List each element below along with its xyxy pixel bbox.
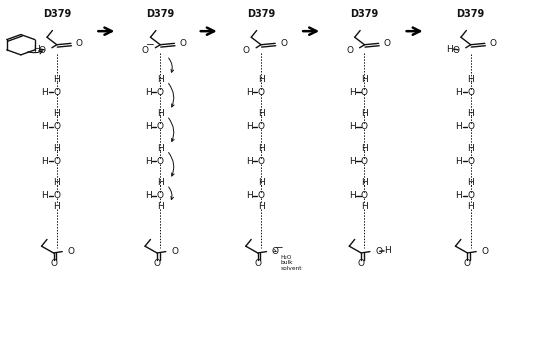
Text: O: O xyxy=(361,122,368,131)
Text: H: H xyxy=(467,75,474,84)
Text: O: O xyxy=(68,247,75,256)
Text: O: O xyxy=(467,191,474,200)
Text: O: O xyxy=(254,259,261,268)
Text: H: H xyxy=(145,88,152,97)
Text: O: O xyxy=(142,46,149,55)
Text: H: H xyxy=(246,191,252,200)
Text: D379: D379 xyxy=(43,9,71,19)
Text: H: H xyxy=(157,109,164,118)
Text: O: O xyxy=(361,157,368,166)
Text: O: O xyxy=(157,122,164,131)
Text: H: H xyxy=(145,122,152,131)
Text: O: O xyxy=(383,38,390,48)
Text: H: H xyxy=(467,178,474,187)
Text: O: O xyxy=(482,247,489,256)
Text: H: H xyxy=(361,75,368,84)
Text: H: H xyxy=(258,202,264,211)
Text: H: H xyxy=(455,157,462,166)
Text: H: H xyxy=(54,178,60,187)
Text: O: O xyxy=(153,259,161,268)
Text: D379: D379 xyxy=(247,9,275,19)
Text: H: H xyxy=(258,109,264,118)
Text: H: H xyxy=(349,191,356,200)
Text: H: H xyxy=(447,45,453,54)
Text: H: H xyxy=(157,178,164,187)
Text: H: H xyxy=(157,75,164,84)
Text: H: H xyxy=(54,144,60,153)
Text: H: H xyxy=(41,88,48,97)
Text: H: H xyxy=(467,109,474,118)
Text: H: H xyxy=(467,202,474,211)
Text: O: O xyxy=(54,88,60,97)
Text: O: O xyxy=(464,259,471,268)
Text: O: O xyxy=(258,191,264,200)
Text: O: O xyxy=(376,247,382,256)
Text: O: O xyxy=(258,157,264,166)
Text: O: O xyxy=(346,46,353,55)
Text: H: H xyxy=(246,88,252,97)
Text: O: O xyxy=(50,259,57,268)
Text: O: O xyxy=(467,88,474,97)
Text: O: O xyxy=(280,38,287,48)
Text: H: H xyxy=(455,191,462,200)
Text: O: O xyxy=(452,46,459,55)
Text: H: H xyxy=(145,191,152,200)
Text: O: O xyxy=(258,122,264,131)
Text: H: H xyxy=(41,191,48,200)
Text: O: O xyxy=(76,38,83,48)
Text: H: H xyxy=(361,178,368,187)
Text: O: O xyxy=(157,191,164,200)
Text: H: H xyxy=(41,157,48,166)
Text: O: O xyxy=(467,157,474,166)
Text: O: O xyxy=(258,88,264,97)
Text: D379: D379 xyxy=(351,9,378,19)
Text: D379: D379 xyxy=(146,9,174,19)
Text: H: H xyxy=(54,109,60,118)
Text: H: H xyxy=(54,202,60,211)
Text: H: H xyxy=(455,122,462,131)
Text: H: H xyxy=(349,157,356,166)
Text: O: O xyxy=(490,38,497,48)
Text: O: O xyxy=(54,122,60,131)
Text: O: O xyxy=(157,157,164,166)
Text: O: O xyxy=(54,157,60,166)
Text: H: H xyxy=(54,75,60,84)
Text: H: H xyxy=(41,122,48,131)
Text: O: O xyxy=(358,259,365,268)
Text: H: H xyxy=(258,144,264,153)
Text: H: H xyxy=(467,144,474,153)
Text: D379: D379 xyxy=(456,9,485,19)
Text: H: H xyxy=(258,75,264,84)
Text: H: H xyxy=(157,202,164,211)
Text: H: H xyxy=(455,88,462,97)
Text: H₂O
bulk
solvent: H₂O bulk solvent xyxy=(281,255,302,271)
Text: −: − xyxy=(275,243,283,253)
Text: −: − xyxy=(146,40,155,50)
Text: H: H xyxy=(157,144,164,153)
Text: O: O xyxy=(54,191,60,200)
Text: O: O xyxy=(272,247,279,256)
Text: O: O xyxy=(38,46,45,55)
Text: O: O xyxy=(467,122,474,131)
Text: H: H xyxy=(246,122,252,131)
Text: H: H xyxy=(258,178,264,187)
Text: O: O xyxy=(361,88,368,97)
Text: H: H xyxy=(33,45,39,54)
Text: O: O xyxy=(179,38,186,48)
Text: H: H xyxy=(361,202,368,211)
Text: H: H xyxy=(246,157,252,166)
Text: O: O xyxy=(171,247,178,256)
Text: H: H xyxy=(361,109,368,118)
Text: H: H xyxy=(361,144,368,153)
Text: H: H xyxy=(145,157,152,166)
Text: H: H xyxy=(349,88,356,97)
Text: H: H xyxy=(384,246,391,255)
Text: O: O xyxy=(157,88,164,97)
Text: O: O xyxy=(361,191,368,200)
Text: H: H xyxy=(349,122,356,131)
Text: O: O xyxy=(242,46,250,55)
